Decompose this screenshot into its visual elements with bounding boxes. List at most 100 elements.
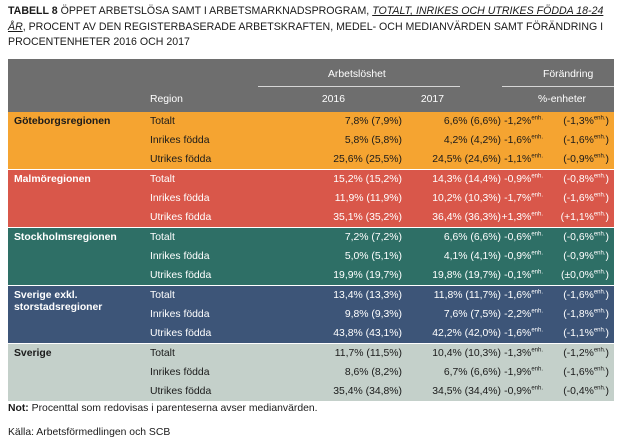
change-median: (-0,4%enh.) bbox=[563, 386, 609, 397]
unit-superscript: enh. bbox=[593, 115, 606, 122]
change-median-value: (-1,8% bbox=[563, 309, 594, 320]
value-2016: 13,4% (13,3%) bbox=[333, 290, 402, 301]
change-median-value: (-1,6% bbox=[563, 367, 594, 378]
change-mean-value: -2,2% bbox=[504, 309, 532, 320]
change-median-value: (-0,6% bbox=[563, 232, 594, 243]
unit-superscript: enh. bbox=[531, 173, 543, 180]
value-2017: 6,7% (6,6%) bbox=[443, 367, 501, 378]
value-2017: 7,6% (7,5%) bbox=[443, 309, 501, 320]
unit-superscript: enh. bbox=[593, 211, 606, 218]
change-mean: -1,6%enh. bbox=[504, 290, 543, 301]
header-rule-right bbox=[502, 86, 614, 87]
close-paren: ) bbox=[605, 367, 609, 378]
value-2017: 6,6% (6,6%) bbox=[443, 232, 501, 243]
table-row: Totalt 7,2% (7,2%) 6,6% (6,6%) -0,6%enh. (-0… bbox=[8, 228, 614, 247]
table-row: Inrikes födda 5,8% (5,8%) 4,2% (4,2%) -1,6%… bbox=[8, 131, 614, 150]
value-2016: 35,4% (34,8%) bbox=[333, 386, 402, 397]
unit-superscript: enh. bbox=[593, 289, 606, 296]
row-type: Totalt bbox=[150, 232, 175, 243]
region-name: Sverige exkl. storstadsregioner bbox=[14, 290, 103, 313]
value-2016: 5,0% (5,1%) bbox=[344, 251, 402, 262]
header-rule-left bbox=[258, 86, 460, 87]
change-median-value: (-0,9% bbox=[563, 154, 594, 165]
change-median: (-1,6%enh.) bbox=[563, 193, 609, 204]
value-2016: 25,6% (25,5%) bbox=[333, 154, 402, 165]
unit-superscript: enh. bbox=[593, 385, 606, 392]
change-median: (±0,0%enh.) bbox=[561, 270, 609, 281]
unit-superscript: enh. bbox=[593, 327, 606, 334]
row-type: Utrikes födda bbox=[150, 386, 212, 397]
table-row: Utrikes födda 35,1% (35,2%) 36,4% (36,3%) +… bbox=[8, 208, 614, 227]
table-row: Totalt 13,4% (13,3%) 11,8% (11,7%) -1,6%enh… bbox=[8, 286, 614, 305]
change-mean: -0,9%enh. bbox=[504, 386, 543, 397]
region-name: Sverige bbox=[14, 348, 52, 359]
change-mean: -1,6%enh. bbox=[504, 135, 543, 146]
change-median: (+1,1%enh.) bbox=[561, 212, 609, 223]
note-label: Not: bbox=[8, 403, 29, 414]
row-type: Utrikes födda bbox=[150, 212, 212, 223]
unit-superscript: enh. bbox=[531, 115, 543, 122]
close-paren: ) bbox=[605, 174, 609, 185]
value-2017: 6,6% (6,6%) bbox=[443, 116, 501, 127]
unit-superscript: enh. bbox=[593, 173, 606, 180]
row-type: Totalt bbox=[150, 116, 175, 127]
change-mean: -2,2%enh. bbox=[504, 309, 543, 320]
change-mean-value: +1,3% bbox=[501, 212, 532, 223]
change-mean: -1,6%enh. bbox=[504, 328, 543, 339]
value-2016: 7,2% (7,2%) bbox=[344, 232, 402, 243]
close-paren: ) bbox=[605, 154, 609, 165]
table-row: Totalt 7,8% (7,9%) 6,6% (6,6%) -1,2%enh. (-1… bbox=[8, 112, 614, 131]
unit-superscript: enh. bbox=[531, 134, 543, 141]
unit-superscript: enh. bbox=[593, 308, 606, 315]
unit-superscript: enh. bbox=[593, 153, 606, 160]
region-group: Sverige exkl. storstadsregioner Totalt 13,… bbox=[8, 286, 614, 343]
change-median: (-0,9%enh.) bbox=[563, 154, 609, 165]
change-mean-value: -1,6% bbox=[504, 328, 532, 339]
value-2017: 42,2% (42,0%) bbox=[432, 328, 501, 339]
caption-text-a: ÖPPET ARBETSLÖSA SAMT I ARBETSMARKNADSPR… bbox=[57, 5, 373, 17]
change-mean: -0,1%enh. bbox=[504, 270, 543, 281]
change-mean: -0,6%enh. bbox=[504, 232, 543, 243]
change-mean-value: -0,9% bbox=[504, 174, 532, 185]
table-row: Inrikes födda 11,9% (11,9%) 10,2% (10,3%) -… bbox=[8, 189, 614, 208]
value-2016: 15,2% (15,2%) bbox=[333, 174, 402, 185]
group-separator bbox=[8, 227, 614, 228]
header-arbetsloshet: Arbetslöshet bbox=[328, 69, 386, 80]
change-mean-value: -0,9% bbox=[504, 386, 532, 397]
row-type: Utrikes födda bbox=[150, 328, 212, 339]
change-median-value: (-0,9% bbox=[563, 251, 594, 262]
close-paren: ) bbox=[605, 193, 609, 204]
caption-emphasis: TOTALT, INRIKES OCH UTRIKES FÖDDA 18-24 … bbox=[8, 5, 604, 33]
table-row: Utrikes födda 43,8% (43,1%) 42,2% (42,0%) -… bbox=[8, 324, 614, 343]
header-region: Region bbox=[150, 94, 183, 105]
value-2017: 11,8% (11,7%) bbox=[433, 290, 501, 301]
table-row: Inrikes födda 5,0% (5,1%) 4,1% (4,1%) -0,9%… bbox=[8, 247, 614, 266]
value-2016: 19,9% (19,7%) bbox=[333, 270, 402, 281]
unit-superscript: enh. bbox=[593, 250, 606, 257]
close-paren: ) bbox=[605, 135, 609, 146]
region-group: Stockholmsregionen Totalt 7,2% (7,2%) 6,6% … bbox=[8, 228, 614, 285]
unemployment-table: Arbetslöshet Förändring Region 2016 2017… bbox=[8, 59, 614, 401]
change-median-value: (-1,6% bbox=[563, 290, 594, 301]
change-median: (-1,2%enh.) bbox=[563, 348, 609, 359]
unit-superscript: enh. bbox=[531, 231, 543, 238]
change-mean-value: -0,6% bbox=[504, 232, 532, 243]
row-type: Utrikes födda bbox=[150, 154, 212, 165]
change-mean-value: -1,6% bbox=[504, 290, 532, 301]
header-forandring: Förändring bbox=[543, 69, 594, 80]
table-row: Totalt 15,2% (15,2%) 14,3% (14,4%) -0,9%enh… bbox=[8, 170, 614, 189]
row-type: Inrikes födda bbox=[150, 309, 210, 320]
change-median: (-1,8%enh.) bbox=[563, 309, 609, 320]
change-median: (-1,3%enh.) bbox=[563, 116, 609, 127]
change-mean-value: -0,9% bbox=[504, 251, 532, 262]
caption-text-b: , PROCENT AV DEN REGISTERBASERADE ARBETS… bbox=[8, 20, 604, 49]
change-median: (-1,1%enh.) bbox=[563, 328, 609, 339]
table-source: Källa: Arbetsförmedlingen och SCB bbox=[8, 427, 171, 438]
table-body: Göteborgsregionen Totalt 7,8% (7,9%) 6,6% (… bbox=[8, 112, 614, 401]
unit-superscript: enh. bbox=[531, 153, 543, 160]
value-2017: 36,4% (36,3%) bbox=[432, 212, 501, 223]
change-mean-value: -0,1% bbox=[504, 270, 532, 281]
value-2016: 9,8% (9,3%) bbox=[344, 309, 402, 320]
row-type: Totalt bbox=[150, 348, 175, 359]
value-2017: 10,4% (10,3%) bbox=[432, 348, 501, 359]
